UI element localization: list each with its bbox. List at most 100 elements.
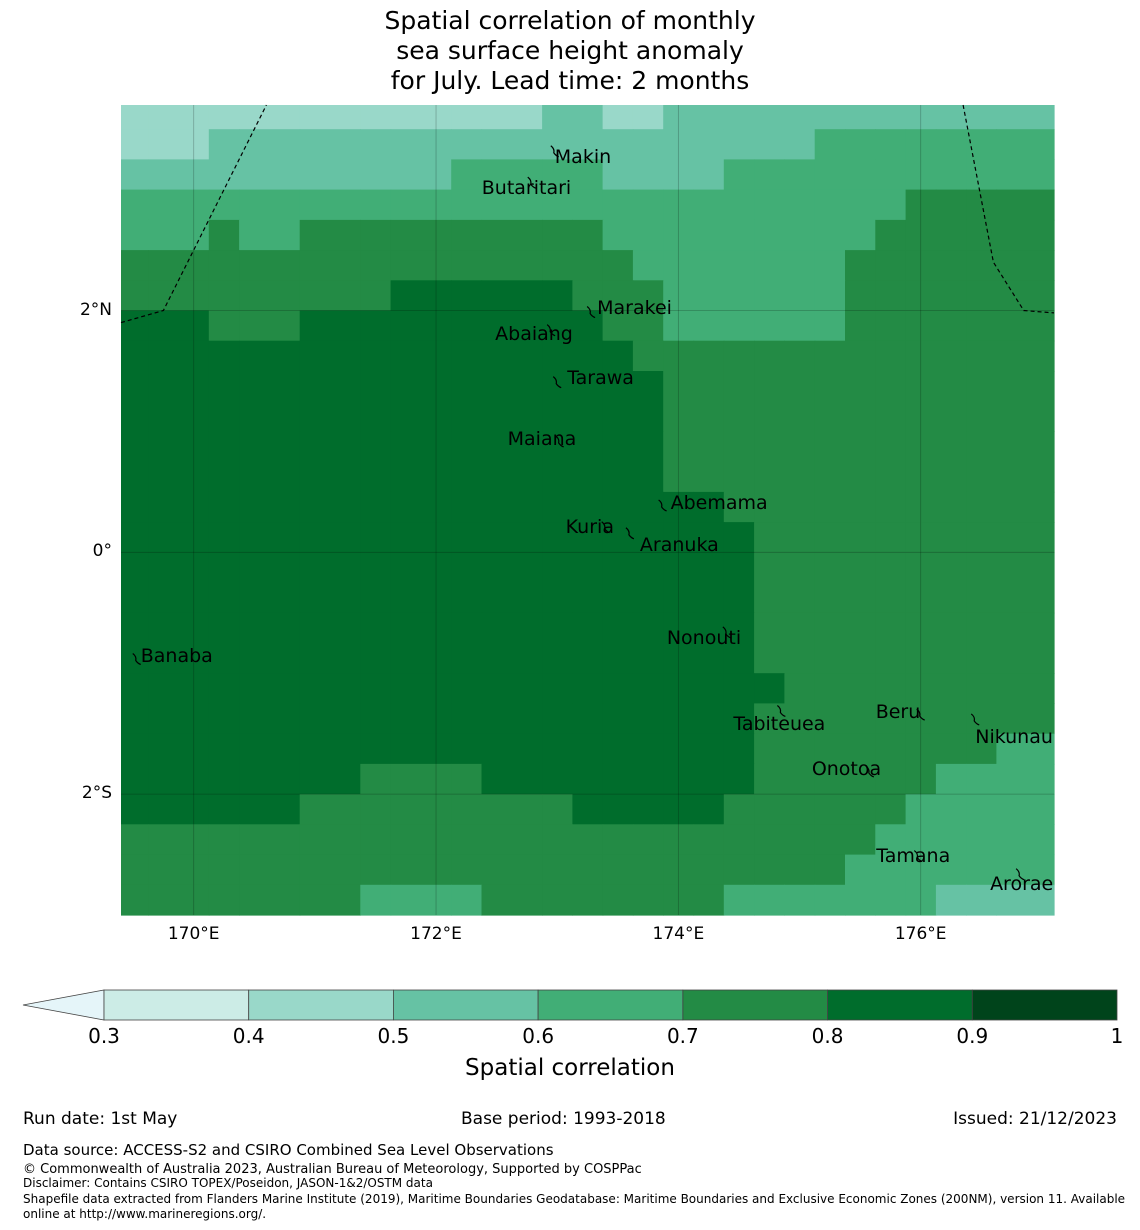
grid-cell [663, 431, 695, 493]
grid-cell [996, 280, 1055, 312]
grid-cell [602, 189, 634, 221]
grid-cell [542, 250, 573, 281]
grid-cell [814, 105, 846, 130]
grid-cell [693, 129, 725, 160]
grid-cell [239, 491, 301, 523]
island-outline [865, 765, 875, 778]
issued-date: Issued: 21/12/2023 [953, 1109, 1117, 1129]
grid-cell [542, 159, 573, 191]
grid-cell [481, 280, 543, 312]
grid-cell [723, 522, 755, 553]
grid-cell [390, 794, 452, 825]
grid-cell [935, 491, 967, 523]
grid-cell [602, 280, 634, 312]
grid-cell [360, 280, 392, 312]
grid-cell [121, 884, 149, 916]
grid-cell [360, 884, 392, 916]
grid-cell [693, 703, 725, 735]
grid-cell [754, 250, 785, 281]
grid-cell [602, 703, 634, 735]
colorbar-under-extension [22, 989, 105, 1021]
grid-cell [663, 884, 695, 916]
grid-cell [481, 371, 543, 432]
grid-cell [935, 371, 967, 432]
grid-cell [996, 673, 1055, 704]
grid-cell [905, 371, 937, 432]
grid-cell [148, 824, 210, 856]
grid-cell [299, 129, 361, 160]
grid-cell [905, 703, 937, 735]
grid-cell [966, 733, 998, 765]
grid-cell [845, 854, 876, 886]
grid-cell [814, 219, 846, 251]
island-outline [601, 521, 610, 534]
grid-cell [148, 522, 210, 553]
shapefile-credit: Shapefile data extracted from Flanders M… [23, 1192, 1126, 1206]
grid-cell [845, 733, 876, 765]
grid-cell [239, 219, 301, 251]
grid-cell [996, 340, 1055, 372]
grid-cell [299, 159, 361, 191]
grid-cell [663, 612, 695, 674]
grid-cell [845, 673, 876, 704]
grid-cell [121, 733, 149, 765]
grid-cell [784, 824, 816, 856]
grid-cell [663, 703, 695, 735]
grid-cell [784, 794, 816, 825]
grid-cell [996, 491, 1055, 523]
grid-cell [121, 612, 149, 674]
grid-cell [121, 854, 149, 886]
x-tick-label: 172°E [410, 924, 462, 944]
grid-cell [208, 371, 240, 432]
grid-cell [572, 189, 604, 221]
grid-cell [390, 703, 452, 735]
grid-cell [905, 522, 937, 553]
grid-cell [121, 763, 149, 795]
grid-cell [693, 280, 725, 312]
grid-cell [602, 612, 634, 674]
grid-cell [784, 552, 816, 614]
grid-cell [754, 522, 785, 553]
grid-cell [875, 250, 907, 281]
island-outline [970, 713, 980, 726]
island-outline [132, 653, 141, 666]
grid-cell [845, 431, 876, 493]
grid-cell [299, 219, 361, 251]
grid-cell [723, 189, 755, 221]
island-label: Beru [875, 701, 921, 724]
colorbar-tick-label: 0.6 [522, 1024, 555, 1048]
grid-cell [390, 431, 452, 493]
grid-cell [121, 159, 149, 191]
grid-cell [996, 219, 1055, 251]
disclaimer: Disclaimer: Contains CSIRO TOPEX/Poseido… [23, 1176, 433, 1190]
grid-cell [723, 884, 755, 916]
grid-cell [481, 763, 543, 795]
grid-cell [814, 673, 846, 704]
grid-cell [784, 105, 816, 130]
grid-cell [754, 794, 785, 825]
grid-cell [996, 854, 1055, 886]
grid-cell [451, 129, 483, 160]
grid-cell [299, 340, 361, 372]
island-label: Banaba [140, 645, 213, 668]
grid-cell [693, 824, 725, 856]
grid-cell [239, 250, 301, 281]
grid-cell [542, 552, 573, 614]
grid-cell [239, 159, 301, 191]
grid-cell [814, 371, 846, 432]
grid-cell [572, 105, 604, 130]
grid-cell [905, 250, 937, 281]
grid-cell [632, 491, 664, 523]
island-outline [625, 527, 635, 540]
grid-cell [814, 612, 846, 674]
grid-cell [966, 310, 998, 342]
grid-cell [481, 673, 543, 704]
grid-cell [996, 733, 1055, 765]
grid-cell [935, 763, 967, 795]
grid-cell [451, 491, 483, 523]
grid-cell [390, 522, 452, 553]
grid-cell [663, 733, 695, 765]
grid-cell [148, 733, 210, 765]
grid-cell [663, 280, 695, 312]
title-line-1: Spatial correlation of monthly [384, 6, 756, 35]
